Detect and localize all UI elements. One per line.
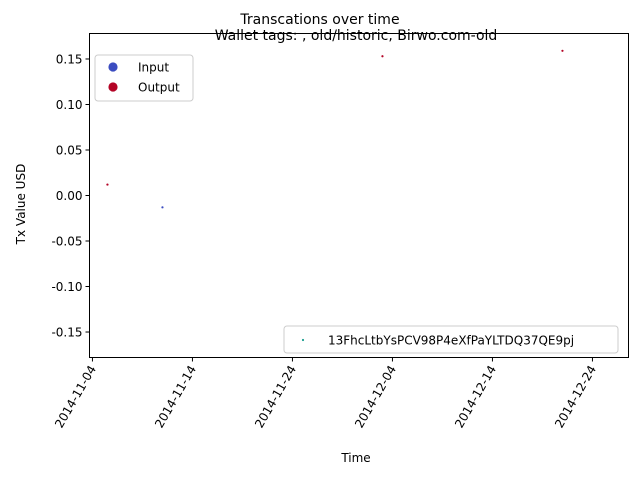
data-points: [106, 49, 564, 209]
data-point: [106, 183, 109, 186]
x-tick-label: 2014-12-24: [552, 363, 599, 430]
data-point: [381, 55, 384, 58]
y-tick-label: 0.05: [56, 143, 83, 157]
legend-marker: [301, 338, 305, 342]
x-tick-label: 2014-11-04: [52, 363, 99, 430]
x-axis-ticks: 2014-11-04 2014-11-14 2014-11-24 2014-12-04…: [52, 357, 599, 430]
x-tick-label: 2014-11-24: [252, 363, 299, 430]
chart-title: Wallet tags: , old/historic, Birwo.com-o…: [215, 28, 498, 44]
y-tick-label: 0.00: [56, 189, 83, 203]
chart-suptitle: Transcations over time: [239, 12, 399, 28]
x-tick-label: 2014-12-04: [352, 363, 399, 430]
y-tick-label: -0.05: [51, 235, 82, 249]
x-axis-label: Time: [340, 451, 370, 465]
legend-marker: [108, 82, 118, 92]
legend-label: Input: [138, 61, 169, 75]
y-axis-label: Tx Value USD: [14, 164, 28, 246]
legend-input-output: Input Output: [94, 54, 194, 102]
x-tick-label: 2014-11-14: [152, 363, 199, 430]
y-tick-label: -0.10: [51, 280, 82, 294]
x-tick-label: 2014-12-14: [452, 363, 499, 430]
legend-marker: [108, 62, 118, 72]
data-point: [161, 206, 164, 209]
legend-box: [94, 54, 194, 102]
y-tick-label: 0.15: [56, 52, 83, 66]
legend-box: [283, 325, 619, 354]
y-axis-ticks: 0.15 0.10 0.05 0.00 -0.05 -0.10 -0.15: [51, 52, 90, 340]
legend-label: Output: [138, 81, 180, 95]
y-tick-label: 0.10: [56, 98, 83, 112]
data-point: [561, 49, 564, 52]
legend-address: 13FhcLtbYsPCV98P4eXfPaYLTDQ37QE9pj: [283, 325, 619, 354]
legend-label: 13FhcLtbYsPCV98P4eXfPaYLTDQ37QE9pj: [328, 334, 574, 348]
y-tick-label: -0.15: [51, 326, 82, 340]
